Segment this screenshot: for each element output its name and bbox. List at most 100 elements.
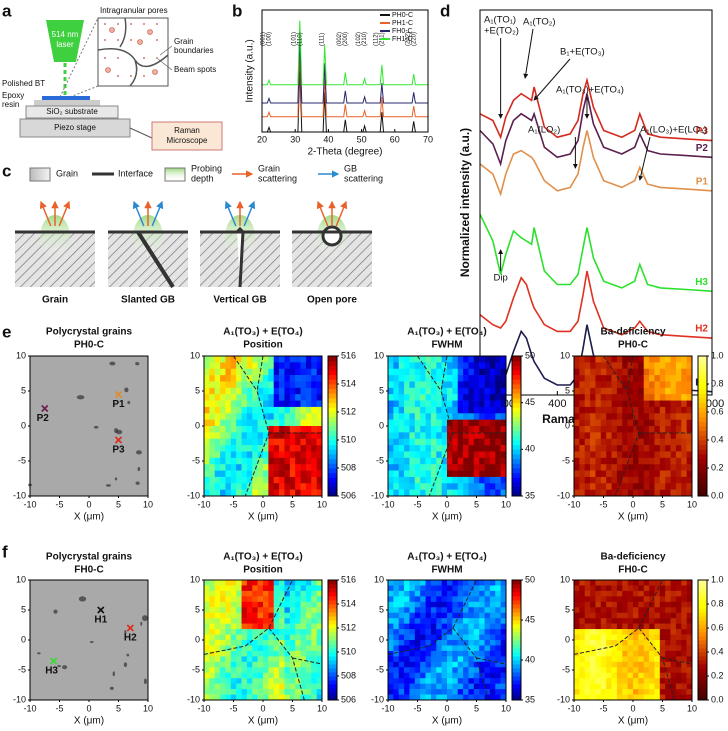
- x-tick-label: -5: [229, 703, 237, 713]
- heatmap-cell: [681, 432, 687, 440]
- heatmap-cell: [633, 356, 639, 363]
- heatmap-cell: [295, 432, 301, 440]
- heatmap-cell: [468, 601, 475, 608]
- heatmap-cell: [388, 683, 394, 690]
- heatmap-cell: [300, 464, 307, 471]
- heatmap-cell: [484, 406, 491, 414]
- heatmap-cell: [468, 661, 475, 668]
- heatmap-cell: [675, 413, 682, 420]
- heatmap-cell: [263, 623, 269, 630]
- heatmap-cell: [246, 381, 253, 389]
- heatmap-cell: [489, 381, 496, 389]
- heatmap-cell: [633, 612, 639, 619]
- heatmap-cell: [284, 640, 291, 646]
- heatmap-cell: [225, 451, 232, 459]
- heatmap-cell: [665, 464, 671, 471]
- heatmap-cell: [457, 362, 464, 370]
- heatmap-cell: [447, 368, 453, 376]
- heatmap-cell: [654, 683, 661, 690]
- heatmap-cell: [584, 375, 591, 382]
- heatmap-cell: [654, 457, 661, 465]
- heatmap-cell: [295, 585, 301, 592]
- colorbar-slice: [328, 588, 337, 593]
- map-title: Ba-deficiency: [600, 327, 665, 338]
- heatmap-cell: [479, 640, 485, 646]
- heatmap-cell: [611, 661, 618, 668]
- inset-pores: [105, 27, 158, 75]
- heatmap-cell: [425, 640, 432, 646]
- heatmap-cell: [316, 400, 323, 408]
- y-tick-label: 10: [560, 350, 570, 360]
- heatmap-cell: [241, 426, 248, 433]
- heatmap-cell: [220, 689, 226, 695]
- pore-spot: [126, 653, 130, 657]
- heatmap-cell: [273, 661, 280, 668]
- heatmap-cell: [436, 362, 442, 370]
- heatmap-cell: [659, 618, 666, 624]
- heatmap-cell: [204, 634, 210, 641]
- heatmap-cell: [214, 426, 221, 433]
- heatmap-cell: [289, 623, 296, 630]
- heatmap-cell: [638, 612, 645, 619]
- heatmap-cell: [393, 596, 400, 603]
- colorbar-slice: [698, 491, 707, 497]
- heatmap-cell: [404, 585, 410, 592]
- heatmap-cell: [289, 413, 296, 420]
- heatmap-cell: [675, 476, 682, 484]
- heatmap-cell: [220, 432, 226, 440]
- heatmap-cell: [436, 601, 442, 608]
- heatmap-cell: [398, 640, 405, 646]
- heatmap-cell: [295, 694, 301, 701]
- heatmap-cell: [665, 400, 671, 408]
- heatmap-cell: [686, 426, 693, 433]
- heatmap-cell: [252, 375, 258, 382]
- heatmap-cell: [284, 634, 291, 641]
- colorbar-slice: [698, 370, 707, 376]
- heatmap-cell: [420, 464, 426, 471]
- heatmap-cell: [414, 464, 421, 471]
- heatmap-cell: [295, 381, 301, 389]
- heatmap-cell: [611, 689, 618, 695]
- y-tick-label: 5: [195, 604, 200, 614]
- heatmap-cell: [595, 470, 602, 478]
- heatmap-cell: [279, 356, 285, 363]
- heatmap-cell: [236, 629, 242, 635]
- heatmap-cell: [584, 678, 591, 684]
- heatmap-cell: [675, 640, 682, 646]
- heatmap-cell: [284, 672, 291, 679]
- heatmap-cell: [686, 661, 693, 668]
- heatmap-cell: [495, 672, 501, 679]
- heatmap-cell: [246, 387, 253, 395]
- peak-label: (100): [267, 32, 273, 46]
- heatmap-cell: [311, 387, 317, 395]
- heatmap-cell: [649, 618, 655, 624]
- heatmap-cell: [420, 476, 426, 484]
- heatmap-cell: [230, 623, 237, 630]
- heatmap-cell: [214, 634, 221, 641]
- heatmap-cell: [584, 483, 591, 490]
- colorbar-slice: [698, 449, 707, 455]
- y-tick-label: 5: [21, 604, 26, 614]
- heatmap-cell: [584, 656, 591, 663]
- pore-spot: [116, 429, 123, 435]
- heatmap-cell: [241, 683, 248, 690]
- heatmap-cell: [665, 650, 671, 657]
- heatmap-cell: [627, 672, 634, 679]
- heatmap-cell: [595, 368, 602, 376]
- heatmap-cell: [279, 464, 285, 471]
- heatmap-cell: [420, 445, 426, 452]
- heatmap-cell: [579, 445, 586, 452]
- heatmap-cell: [441, 672, 448, 679]
- heatmap-cell: [590, 483, 596, 490]
- heatmap-cell: [393, 618, 400, 624]
- x-tick-label: 0: [86, 703, 91, 713]
- heatmap-cell: [257, 438, 264, 446]
- heatmap-cell: [484, 645, 491, 652]
- heatmap-cell: [420, 629, 426, 635]
- heatmap-cell: [246, 476, 253, 484]
- heatmap-cell: [289, 601, 296, 608]
- heatmap-cell: [305, 476, 312, 484]
- heatmap-cell: [643, 640, 650, 646]
- heatmap-cell: [584, 596, 591, 603]
- heatmap-cell: [311, 375, 317, 382]
